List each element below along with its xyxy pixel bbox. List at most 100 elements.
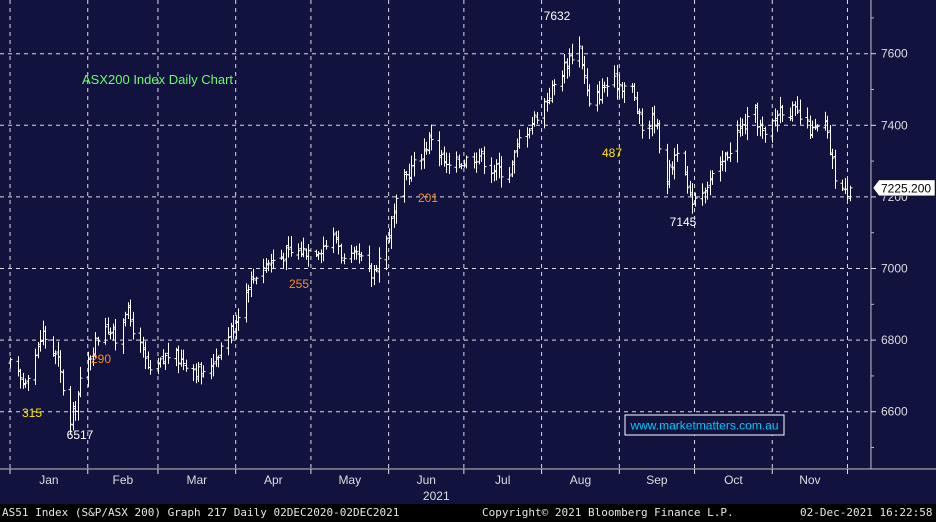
- ohlc-bar: [424, 141, 429, 155]
- ohlc-bar: [301, 237, 306, 258]
- y-axis-panel: [872, 0, 936, 469]
- ohlc-bar: [632, 83, 637, 101]
- ohlc-bar: [602, 81, 607, 93]
- ohlc-bar: [439, 150, 444, 166]
- ohlc-bar: [532, 111, 537, 127]
- ohlc-bar: [53, 350, 58, 365]
- ohlc-bar: [96, 336, 101, 346]
- ohlc-bar: [271, 249, 276, 269]
- ohlc-bar: [176, 345, 181, 374]
- ohlc-bar: [389, 216, 394, 249]
- ohlc-bar: [780, 104, 785, 122]
- ohlc-bar: [454, 151, 459, 173]
- footer-copyright: Copyright© 2021 Bloomberg Finance L.P.: [482, 506, 734, 519]
- ohlc-bar: [775, 110, 780, 132]
- x-axis-panel: [0, 470, 936, 504]
- ohlc-bar: [685, 166, 690, 194]
- ohlc-bar: [316, 251, 321, 260]
- x-tick-label: Aug: [570, 473, 591, 487]
- annotation-label: 315: [22, 406, 42, 420]
- ohlc-bar: [158, 357, 163, 368]
- ohlc-bar: [324, 239, 329, 250]
- x-tick-label: Feb: [113, 473, 134, 487]
- annotation-label: 7145: [670, 215, 697, 229]
- ohlc-bar: [830, 148, 835, 170]
- ohlc-bar: [479, 148, 484, 162]
- ohlc-bar: [763, 126, 768, 143]
- ohlc-bar: [840, 179, 845, 192]
- ohlc-bar: [637, 108, 642, 124]
- ohlc-bar: [728, 142, 733, 162]
- x-year-label: 2021: [423, 489, 450, 503]
- ohlc-bar: [409, 155, 414, 182]
- ohlc-bar: [499, 156, 504, 188]
- ohlc-bar: [542, 97, 547, 129]
- ohlc-bar: [652, 105, 657, 134]
- ohlc-bar: [138, 327, 143, 353]
- ohlc-bar: [464, 155, 469, 169]
- footer-security-info: AS51 Index (S&P/ASX 200) Graph 217 Daily…: [2, 506, 400, 519]
- ohlc-bar: [78, 366, 83, 398]
- ohlc-bar: [394, 194, 399, 224]
- annotation-label: 255: [289, 277, 309, 291]
- ohlc-bar: [622, 82, 627, 103]
- ohlc-bar: [321, 236, 326, 262]
- ohlc-bar: [377, 247, 382, 283]
- ohlc-bar: [219, 342, 224, 360]
- ohlc-bar: [848, 185, 853, 202]
- ohlc-bar: [833, 149, 838, 189]
- ohlc-bar: [231, 315, 236, 339]
- ohlc-bar: [517, 129, 522, 149]
- ohlc-bar: [359, 251, 364, 262]
- ohlc-bar: [494, 159, 499, 181]
- ohlc-bar: [61, 369, 66, 396]
- ohlc-bar: [336, 230, 341, 255]
- y-tick-label: 7400: [881, 118, 908, 132]
- ohlc-bar: [447, 152, 452, 174]
- ohlc-bar: [527, 128, 532, 139]
- ohlc-bar: [103, 317, 108, 345]
- ohlc-bar: [18, 368, 23, 389]
- ohlc-bar: [216, 355, 221, 368]
- ohlc-bar: [43, 326, 48, 349]
- ohlc-bar: [617, 74, 622, 99]
- annotation-label: 6517: [67, 428, 94, 442]
- footer-timestamp: 02-Dec-2021 16:22:58: [800, 506, 933, 519]
- ohlc-bar: [845, 178, 850, 201]
- annotation-label: 290: [91, 352, 111, 366]
- ohlc-bar: [552, 79, 557, 96]
- x-tick-label: Mar: [186, 473, 207, 487]
- ohlc-bar: [191, 364, 196, 382]
- ohlc-bar: [798, 99, 803, 125]
- ohlc-bar: [113, 319, 118, 351]
- ohlc-bar: [790, 101, 795, 122]
- ohlc-bar: [657, 120, 662, 154]
- ohlc-bar: [419, 153, 424, 170]
- last-value-tag: [872, 179, 936, 197]
- watermark-box: [624, 414, 785, 436]
- ohlc-bar: [535, 112, 540, 124]
- ohlc-bar: [254, 276, 259, 285]
- ohlc-bar: [128, 299, 133, 327]
- ohlc-bar: [710, 170, 715, 185]
- ohlc-bar: [8, 357, 13, 369]
- ohlc-bar: [201, 365, 206, 378]
- ohlc-bar: [760, 116, 765, 139]
- ohlc-bar: [196, 361, 201, 383]
- ohlc-bar: [547, 87, 552, 105]
- x-tick-label: May: [338, 473, 361, 487]
- ohlc-series: [8, 36, 853, 435]
- x-tick-label: Jul: [495, 473, 510, 487]
- ohlc-bar: [562, 53, 567, 84]
- ohlc-bar: [587, 84, 592, 107]
- x-tick-label: Oct: [724, 473, 743, 487]
- ohlc-bar: [512, 150, 517, 174]
- ohlc-bar: [339, 243, 344, 264]
- ohlc-bar: [815, 124, 820, 132]
- ohlc-bar: [289, 236, 294, 257]
- ohlc-bar: [482, 146, 487, 175]
- ohlc-bar: [184, 359, 189, 372]
- ohlc-bar: [429, 124, 434, 151]
